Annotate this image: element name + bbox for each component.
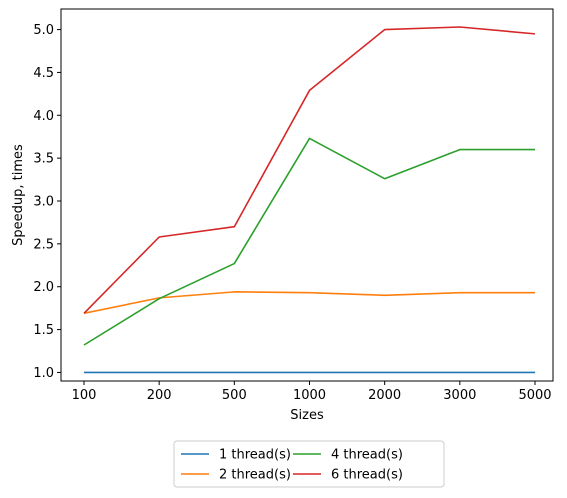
y-tick-label: 1.5 bbox=[33, 323, 54, 338]
legend-label: 4 thread(s) bbox=[331, 448, 403, 463]
legend-box bbox=[173, 440, 445, 488]
y-tick-label: 4.5 bbox=[33, 66, 54, 81]
legend: 1 thread(s) 2 thread(s) 4 thread(s) 6 threa… bbox=[173, 440, 445, 488]
y-tick-label: 5.0 bbox=[33, 23, 54, 38]
series-line-4-thread-6 bbox=[83, 26, 536, 314]
x-axis-title: Sizes bbox=[290, 408, 324, 423]
y-tick-label: 4.0 bbox=[33, 109, 54, 124]
x-tick-label: 500 bbox=[222, 388, 247, 403]
x-tick-label: 1000 bbox=[293, 388, 326, 403]
series-line-3-thread-4 bbox=[83, 137, 535, 346]
y-axis-title: Speedup, times bbox=[11, 144, 26, 246]
legend-entry: 4 thread(s) bbox=[293, 448, 403, 463]
legend-entry: 1 thread(s) bbox=[181, 448, 291, 463]
y-tick-label: 2.5 bbox=[33, 237, 54, 252]
plot-frame bbox=[60, 8, 554, 382]
x-tick-label: 200 bbox=[147, 388, 172, 403]
legend-label: 6 thread(s) bbox=[331, 468, 403, 483]
x-tick-label: 100 bbox=[72, 388, 97, 403]
y-tick-label: 2.0 bbox=[33, 280, 54, 295]
x-tick-label: 2000 bbox=[368, 388, 401, 403]
legend-entry: 2 thread(s) bbox=[181, 468, 291, 483]
x-tick-label: 3000 bbox=[443, 388, 476, 403]
legend-label: 1 thread(s) bbox=[219, 448, 291, 463]
legend-label: 2 thread(s) bbox=[219, 468, 291, 483]
y-tick-label: 3.0 bbox=[33, 195, 54, 210]
y-tick-label: 1.0 bbox=[33, 366, 54, 381]
legend-entry: 6 thread(s) bbox=[293, 468, 403, 483]
y-tick-label: 3.5 bbox=[33, 152, 54, 167]
x-tick-label: 5000 bbox=[518, 388, 551, 403]
